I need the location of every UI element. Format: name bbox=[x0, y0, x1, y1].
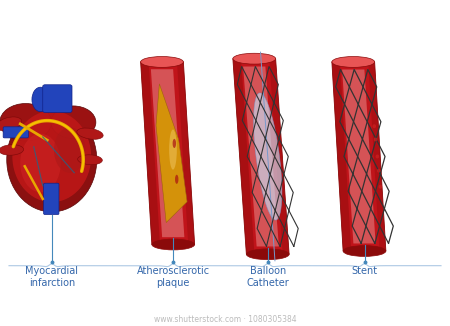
Ellipse shape bbox=[54, 127, 86, 173]
Ellipse shape bbox=[32, 87, 49, 111]
Polygon shape bbox=[151, 69, 184, 237]
Text: Myocardial
infarction: Myocardial infarction bbox=[25, 266, 78, 288]
Ellipse shape bbox=[173, 139, 176, 148]
Ellipse shape bbox=[377, 169, 381, 173]
Polygon shape bbox=[177, 62, 194, 245]
Ellipse shape bbox=[140, 56, 184, 67]
Polygon shape bbox=[269, 59, 289, 254]
Ellipse shape bbox=[373, 124, 376, 128]
FancyBboxPatch shape bbox=[43, 85, 72, 112]
Ellipse shape bbox=[0, 104, 52, 141]
Polygon shape bbox=[342, 69, 376, 244]
Ellipse shape bbox=[332, 56, 374, 67]
Ellipse shape bbox=[0, 145, 23, 155]
Polygon shape bbox=[140, 62, 194, 245]
Text: Stent: Stent bbox=[351, 266, 378, 276]
Ellipse shape bbox=[375, 155, 379, 158]
Text: Atherosclerotic
plaque: Atherosclerotic plaque bbox=[137, 266, 210, 288]
Ellipse shape bbox=[378, 185, 382, 189]
Ellipse shape bbox=[233, 53, 275, 64]
Ellipse shape bbox=[0, 117, 22, 131]
Polygon shape bbox=[233, 59, 289, 254]
FancyBboxPatch shape bbox=[3, 127, 28, 138]
Ellipse shape bbox=[78, 155, 102, 165]
Text: Balloon
Catheter: Balloon Catheter bbox=[247, 266, 289, 288]
Ellipse shape bbox=[13, 111, 91, 202]
Ellipse shape bbox=[152, 239, 194, 250]
Ellipse shape bbox=[20, 134, 61, 192]
Ellipse shape bbox=[77, 128, 103, 139]
FancyBboxPatch shape bbox=[44, 183, 59, 215]
Ellipse shape bbox=[343, 245, 386, 257]
Ellipse shape bbox=[169, 129, 177, 170]
Ellipse shape bbox=[247, 249, 289, 260]
Ellipse shape bbox=[184, 162, 187, 171]
Ellipse shape bbox=[7, 108, 97, 212]
Polygon shape bbox=[140, 62, 160, 245]
Polygon shape bbox=[156, 84, 187, 223]
Polygon shape bbox=[332, 62, 351, 251]
Ellipse shape bbox=[175, 175, 179, 184]
Ellipse shape bbox=[51, 106, 96, 139]
Polygon shape bbox=[254, 93, 282, 220]
Ellipse shape bbox=[374, 138, 378, 141]
Polygon shape bbox=[243, 67, 279, 246]
Polygon shape bbox=[368, 62, 386, 251]
Text: www.shutterstock.com · 1080305384: www.shutterstock.com · 1080305384 bbox=[154, 315, 296, 324]
Polygon shape bbox=[332, 62, 386, 251]
Polygon shape bbox=[233, 59, 255, 254]
